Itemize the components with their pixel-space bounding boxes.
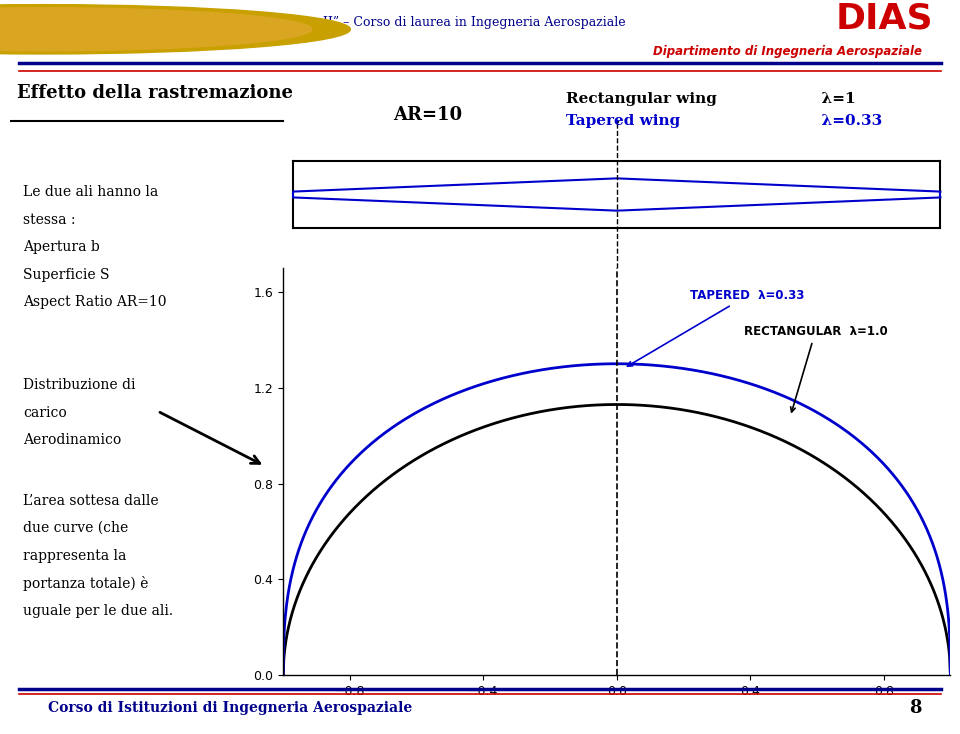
Text: Dipartimento di Ingegneria Aerospaziale: Dipartimento di Ingegneria Aerospaziale (653, 45, 922, 58)
Text: DIAS: DIAS (835, 1, 933, 35)
Text: Università di Napoli “Federico II” – Corso di laurea in Ingegneria Aerospaziale: Università di Napoli “Federico II” – Cor… (125, 15, 625, 29)
Text: TAPERED  λ=0.33: TAPERED λ=0.33 (628, 289, 804, 366)
Text: portanza totale) è: portanza totale) è (23, 576, 149, 591)
Text: rappresenta la: rappresenta la (23, 549, 127, 563)
Text: uguale per le due ali.: uguale per le due ali. (23, 603, 173, 618)
Text: stessa :: stessa : (23, 213, 76, 227)
Text: carico: carico (23, 405, 67, 420)
Text: Aerodinamico: Aerodinamico (23, 433, 121, 447)
Text: AR=10: AR=10 (393, 106, 462, 125)
Text: Superficie S: Superficie S (23, 268, 109, 282)
Circle shape (0, 4, 350, 54)
Text: Apertura b: Apertura b (23, 241, 100, 255)
Text: due curve (che: due curve (che (23, 521, 129, 535)
Text: Effetto della rastremazione: Effetto della rastremazione (17, 84, 293, 102)
Text: Le due ali hanno la: Le due ali hanno la (23, 186, 158, 200)
Text: λ=0.33: λ=0.33 (811, 114, 882, 128)
Text: Distribuzione di: Distribuzione di (23, 378, 135, 392)
Text: λ=1: λ=1 (811, 92, 855, 106)
Text: RECTANGULAR  λ=1.0: RECTANGULAR λ=1.0 (744, 325, 887, 412)
Text: Rectangular wing: Rectangular wing (566, 92, 717, 106)
Text: L’area sottesa dalle: L’area sottesa dalle (23, 493, 158, 508)
Text: 8: 8 (909, 699, 922, 716)
Text: Aspect Ratio AR=10: Aspect Ratio AR=10 (23, 296, 166, 310)
Text: Corso di Istituzioni di Ingegneria Aerospaziale: Corso di Istituzioni di Ingegneria Aeros… (48, 700, 412, 715)
Text: Tapered wing: Tapered wing (566, 114, 681, 128)
Circle shape (0, 8, 312, 51)
